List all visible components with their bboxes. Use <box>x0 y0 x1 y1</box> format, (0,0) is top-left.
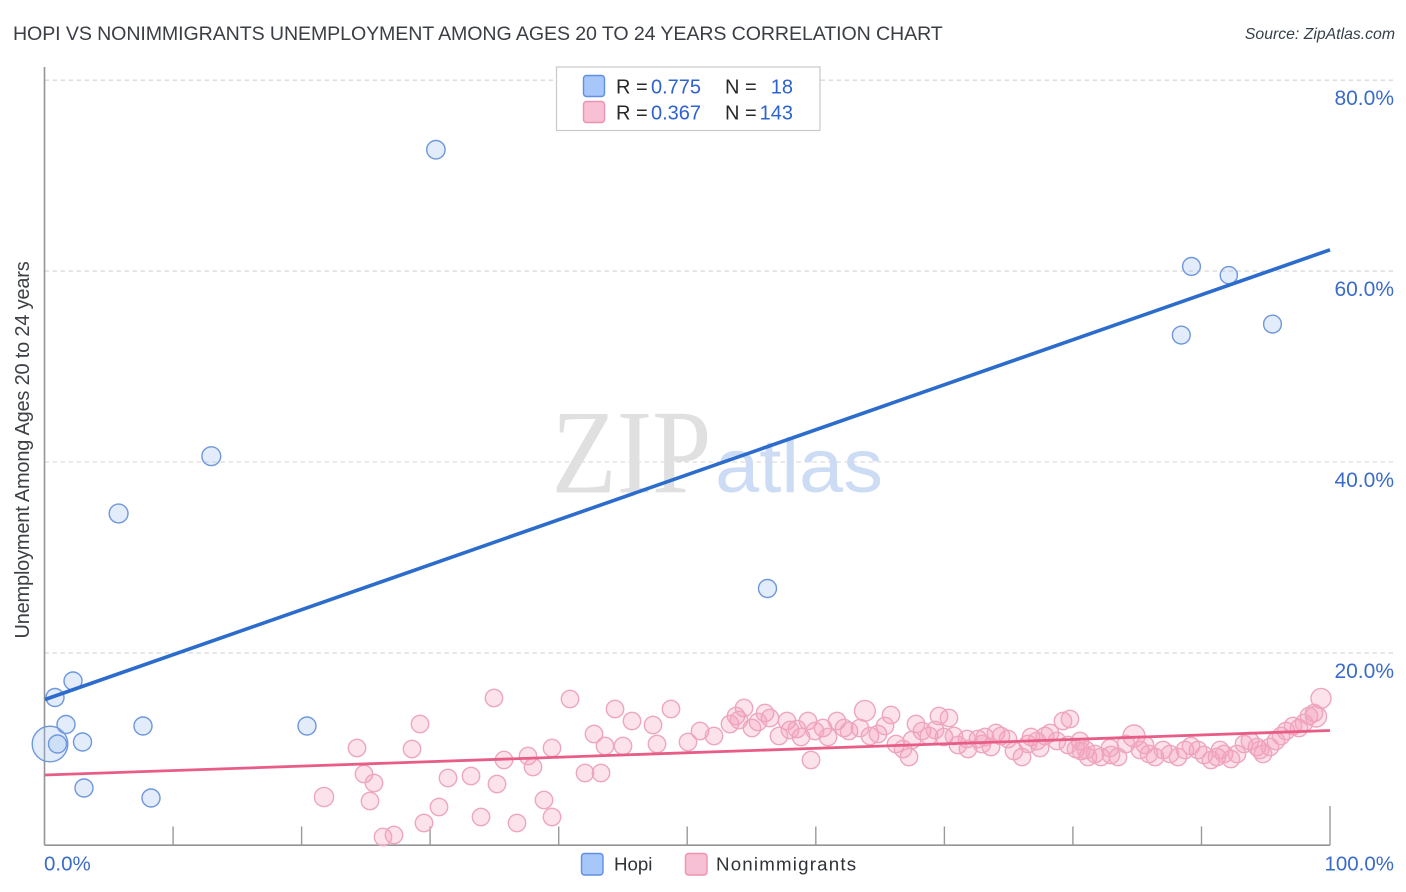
svg-text:ZIP: ZIP <box>552 386 712 519</box>
svg-text:R =: R = <box>616 77 648 99</box>
svg-text:60.0%: 60.0% <box>1334 278 1394 301</box>
svg-text:Hopi: Hopi <box>614 854 652 875</box>
svg-text:143: 143 <box>760 103 793 125</box>
svg-text:20.0%: 20.0% <box>1334 660 1394 683</box>
svg-text:18: 18 <box>771 77 793 99</box>
svg-text:N =: N = <box>725 77 757 99</box>
svg-text:80.0%: 80.0% <box>1334 87 1394 110</box>
svg-text:0.775: 0.775 <box>651 77 701 99</box>
svg-text:N =: N = <box>725 103 757 125</box>
svg-text:40.0%: 40.0% <box>1334 469 1394 492</box>
svg-text:100.0%: 100.0% <box>1324 853 1394 876</box>
svg-text:R =: R = <box>616 103 648 125</box>
svg-text:atlas: atlas <box>715 424 883 509</box>
svg-text:HOPI VS NONIMMIGRANTS UNEMPLOY: HOPI VS NONIMMIGRANTS UNEMPLOYMENT AMONG… <box>13 23 943 45</box>
svg-text:Nonimmigrants: Nonimmigrants <box>716 854 857 875</box>
svg-text:Unemployment Among Ages 20 to: Unemployment Among Ages 20 to 24 years <box>12 261 34 638</box>
svg-text:0.0%: 0.0% <box>44 853 91 876</box>
svg-text:0.367: 0.367 <box>651 103 701 125</box>
svg-text:Source: ZipAtlas.com: Source: ZipAtlas.com <box>1245 26 1395 43</box>
